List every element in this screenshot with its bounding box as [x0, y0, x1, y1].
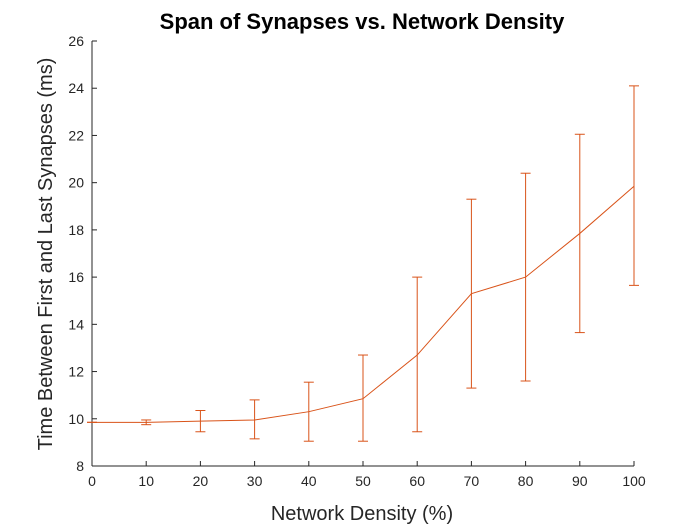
y-tick-label: 26: [68, 33, 84, 49]
x-tick-label: 60: [409, 473, 425, 489]
y-tick-label: 24: [68, 80, 84, 96]
y-tick-label: 16: [68, 269, 84, 285]
y-tick-label: 18: [68, 222, 84, 238]
x-tick-label: 90: [572, 473, 588, 489]
x-tick-label: 0: [88, 473, 96, 489]
chart-title: Span of Synapses vs. Network Density: [160, 9, 565, 34]
x-tick-label: 30: [247, 473, 263, 489]
x-tick-label: 40: [301, 473, 317, 489]
y-axis-label: Time Between First and Last Synapses (ms…: [35, 58, 57, 451]
x-tick-label: 100: [622, 473, 646, 489]
error-bar: [629, 85, 639, 286]
x-tick-label: 80: [518, 473, 534, 489]
x-tick-label: 50: [355, 473, 371, 489]
error-bars: [87, 85, 639, 442]
x-tick-label: 10: [138, 473, 154, 489]
series-line-layer: [92, 185, 635, 423]
y-tick-label: 22: [68, 127, 84, 143]
y-tick-label: 14: [68, 316, 84, 332]
y-tick-label: 10: [68, 411, 84, 427]
y-tick-label: 20: [68, 175, 84, 191]
series-line: [92, 185, 635, 423]
axes: 0 10 20 30 40 50 60 70 80 90 100 8 10 12 14 16 18 20 22 24 2…: [68, 33, 645, 489]
y-tick-label: 12: [68, 364, 84, 380]
y-tick-label: 8: [76, 458, 84, 474]
x-tick-label: 20: [193, 473, 209, 489]
x-axis-label: Network Density (%): [271, 503, 453, 525]
error-bar: [249, 399, 260, 440]
x-tick-label: 70: [464, 473, 480, 489]
